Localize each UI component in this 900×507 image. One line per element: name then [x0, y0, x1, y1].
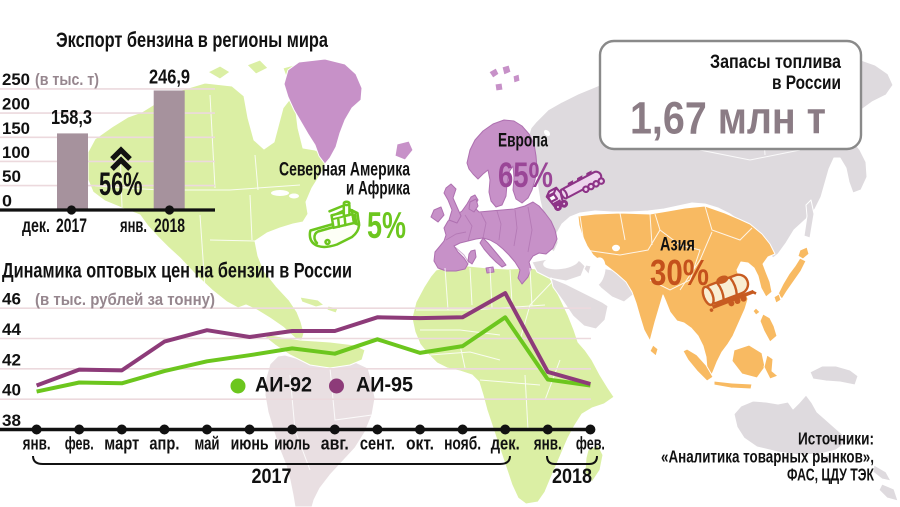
- svg-text:июль: июль: [274, 434, 310, 454]
- svg-text:«Аналитика товарных рынков»,: «Аналитика товарных рынков»,: [661, 447, 874, 467]
- svg-text:фев.: фев.: [576, 434, 605, 454]
- svg-text:Экспорт бензина в регионы мира: Экспорт бензина в регионы мира: [56, 29, 328, 52]
- svg-text:40: 40: [2, 381, 21, 400]
- svg-text:АИ-95: АИ-95: [356, 374, 413, 397]
- svg-text:Запасы топлива: Запасы топлива: [710, 52, 841, 73]
- svg-text:2017: 2017: [56, 216, 87, 237]
- svg-text:2018: 2018: [154, 216, 185, 237]
- svg-text:250: 250: [2, 70, 30, 89]
- svg-text:март: март: [104, 434, 139, 454]
- svg-text:в России: в России: [772, 73, 841, 94]
- svg-text:200: 200: [2, 95, 30, 114]
- svg-text:май: май: [195, 434, 220, 454]
- svg-text:июнь: июнь: [231, 434, 269, 454]
- svg-text:Азия: Азия: [660, 234, 695, 256]
- svg-text:2018: 2018: [552, 465, 592, 488]
- svg-text:авг.: авг.: [321, 434, 349, 454]
- svg-text:158,3: 158,3: [51, 107, 92, 129]
- svg-text:100: 100: [2, 143, 30, 162]
- svg-text:нояб.: нояб.: [444, 434, 481, 454]
- svg-text:150: 150: [2, 119, 30, 138]
- svg-text:0: 0: [2, 192, 12, 211]
- svg-text:апр.: апр.: [149, 434, 179, 454]
- svg-text:ФАС, ЦДУ ТЭК: ФАС, ЦДУ ТЭК: [787, 465, 874, 485]
- svg-text:246,9: 246,9: [149, 67, 190, 89]
- svg-text:Северная Америка: Северная Америка: [279, 159, 410, 181]
- svg-text:42: 42: [2, 350, 21, 369]
- svg-text:янв.: янв.: [22, 434, 51, 454]
- svg-text:(в тыс. рублей за тонну): (в тыс. рублей за тонну): [35, 290, 215, 309]
- svg-text:янв.: янв.: [533, 434, 562, 454]
- svg-text:5%: 5%: [367, 205, 406, 246]
- svg-text:янв.: янв.: [119, 216, 147, 237]
- svg-text:окт.: окт.: [406, 434, 434, 454]
- svg-text:44: 44: [2, 320, 22, 339]
- svg-text:Европа: Европа: [498, 130, 548, 152]
- svg-text:Источники:: Источники:: [798, 429, 874, 449]
- svg-text:Динамика оптовых цен на бензин: Динамика оптовых цен на бензин в России: [2, 260, 352, 283]
- svg-text:65%: 65%: [498, 156, 553, 195]
- svg-text:сент.: сент.: [360, 434, 395, 454]
- svg-text:фев.: фев.: [65, 434, 94, 454]
- svg-text:дек.: дек.: [491, 434, 520, 454]
- svg-text:1,67 млн т: 1,67 млн т: [630, 93, 826, 144]
- svg-text:дек.: дек.: [22, 216, 50, 237]
- svg-text:50: 50: [2, 167, 21, 186]
- svg-text:56%: 56%: [99, 166, 143, 202]
- svg-text:АИ-92: АИ-92: [255, 374, 312, 397]
- svg-text:30%: 30%: [650, 252, 709, 293]
- svg-text:2017: 2017: [252, 465, 292, 488]
- svg-text:(в тыс. т): (в тыс. т): [35, 70, 99, 89]
- svg-text:46: 46: [2, 290, 21, 309]
- svg-text:и Африка: и Африка: [346, 178, 410, 200]
- svg-text:38: 38: [2, 411, 21, 430]
